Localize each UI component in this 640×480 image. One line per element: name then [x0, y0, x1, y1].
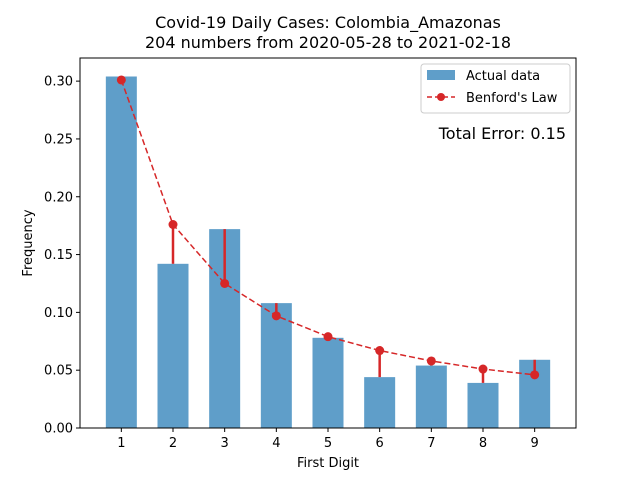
total-error-annotation: Total Error: 0.15 — [438, 124, 566, 143]
legend-benford-marker — [437, 93, 445, 101]
benford-point-digit-7 — [426, 356, 436, 366]
benford-point-digit-1 — [116, 75, 126, 85]
y-axis-label: Frequency — [21, 209, 36, 276]
legend-actual-swatch — [427, 70, 455, 80]
bar-digit-6 — [364, 377, 396, 428]
y-tick-label-3: 0.15 — [44, 248, 73, 263]
bar-digit-7 — [415, 365, 447, 428]
benford-point-digit-2 — [168, 220, 178, 229]
legend-actual-label: Actual data — [466, 69, 540, 84]
x-tick-label-3: 3 — [221, 436, 229, 451]
x-tick-label-7: 7 — [427, 436, 435, 451]
benford-point-digit-6 — [375, 346, 385, 356]
y-tick-label-6: 0.30 — [44, 75, 73, 90]
benford-point-digit-4 — [271, 311, 281, 321]
benford-point-digit-8 — [478, 364, 488, 374]
plot-frame — [79, 57, 577, 429]
y-tick-label-2: 0.10 — [44, 306, 73, 321]
x-tick-label-1: 1 — [117, 436, 125, 451]
x-tick-label-2: 2 — [169, 436, 177, 451]
chart-title: Covid-19 Daily Cases: Colombia_Amazonas — [155, 13, 501, 33]
benford-line — [120, 79, 535, 376]
bar-digit-5 — [312, 337, 344, 428]
bar-digit-2 — [157, 263, 189, 428]
benford-point-digit-9 — [530, 370, 540, 380]
y-tick-label-1: 0.05 — [44, 364, 73, 379]
bar-digit-1 — [105, 76, 137, 428]
plot-area: 1 2 3 4 5 6 7 8 9 0.00 0.05 0.10 0.15 0.20 0.25 0.30 — [44, 75, 551, 451]
legend: Actual data Benford's Law — [420, 63, 571, 114]
y-tick-label-5: 0.25 — [44, 132, 73, 147]
x-tick-label-6: 6 — [376, 436, 384, 451]
benford-point-digit-5 — [323, 332, 333, 342]
x-tick-label-9: 9 — [531, 436, 539, 451]
x-tick-label-8: 8 — [479, 436, 487, 451]
bar-digit-4 — [260, 303, 292, 428]
legend-box — [420, 63, 571, 114]
x-tick-label-4: 4 — [272, 436, 280, 451]
y-tick-label-0: 0.00 — [44, 422, 73, 437]
legend-benford-label: Benford's Law — [466, 91, 558, 106]
y-tick-label-4: 0.20 — [44, 190, 73, 205]
x-axis-label: First Digit — [297, 456, 359, 471]
benford-point-digit-3 — [220, 278, 230, 288]
bar-digit-8 — [467, 382, 499, 428]
x-tick-label-5: 5 — [324, 436, 332, 451]
chart-subtitle: 204 numbers from 2020-05-28 to 2021-02-1… — [145, 33, 511, 52]
